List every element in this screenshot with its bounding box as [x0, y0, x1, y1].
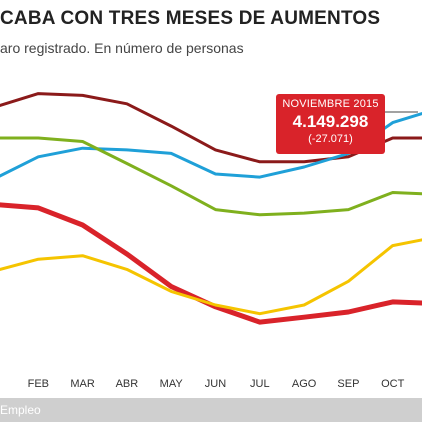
x-tick-label: SEP — [337, 378, 359, 390]
x-tick-label: OCT — [381, 378, 405, 390]
series-line-4 — [0, 202, 422, 325]
series-line-5 — [0, 238, 422, 316]
callout-label: NOVIEMBRE 2015 — [282, 98, 379, 110]
x-tick-label: JUL — [250, 378, 270, 390]
x-tick-label: AGO — [292, 378, 317, 390]
x-tick-label: ABR — [116, 378, 139, 390]
x-tick-label: MAY — [160, 378, 184, 390]
chart-title: CABA CON TRES MESES DE AUMENTOS — [0, 8, 381, 29]
series-line-3 — [0, 136, 422, 217]
x-tick-label: FEB — [28, 378, 49, 390]
x-tick-label: JUN — [205, 378, 226, 390]
x-axis: EFEBMARABRMAYJUNJULAGOSEPOCTNOV — [28, 378, 405, 390]
callout-value: 4.149.298 — [292, 112, 369, 131]
chart-subtitle: aro registrado. En número de personas — [0, 40, 244, 56]
x-tick-label: MAR — [70, 378, 95, 390]
source-bar — [0, 398, 422, 422]
callout-box: NOVIEMBRE 2015 4.149.298 (-27.071) — [276, 94, 385, 154]
callout-delta: (-27.071) — [308, 133, 353, 145]
source-label: Empleo — [0, 403, 41, 417]
